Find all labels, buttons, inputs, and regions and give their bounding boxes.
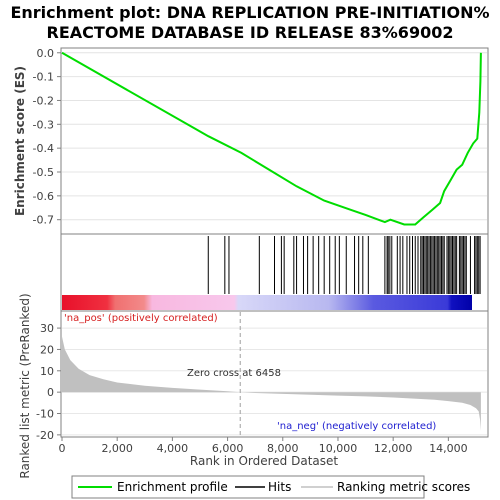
es-y-tick-label: -0.3 bbox=[33, 118, 54, 131]
ranked-metric-frame bbox=[60, 310, 489, 438]
negative-correlation-label: 'na_neg' (negatively correlated) bbox=[277, 421, 436, 432]
ranked-metric-y-tick-label: -10 bbox=[36, 408, 54, 421]
ranked-metric-y-tick-label: -20 bbox=[36, 429, 54, 442]
legend-enrichment-label: Enrichment profile bbox=[117, 480, 228, 494]
positive-correlation-label: 'na_pos' (positively correlated) bbox=[64, 313, 218, 324]
ranked-metric-panel: Zero cross at 6458 'na_pos' (positively … bbox=[18, 293, 489, 479]
x-tick-label: 10,000 bbox=[319, 442, 358, 455]
ranked-metric-y-tick-label: 20 bbox=[40, 343, 54, 356]
es-y-tick-label: -0.4 bbox=[33, 142, 54, 155]
ranked-metric-y-axis-label: Ranked list metric (PreRanked) bbox=[18, 293, 32, 478]
ranked-metric-y-ticks: 30 20 10 0 -10 -20 bbox=[36, 322, 61, 442]
x-tick-label: 2,000 bbox=[101, 442, 133, 455]
ranked-metric-y-tick-label: 30 bbox=[40, 322, 54, 335]
legend: Enrichment profile Hits Ranking metric s… bbox=[71, 475, 470, 499]
es-y-tick-label: 0.0 bbox=[37, 47, 55, 60]
ranked-metric-gridlines bbox=[62, 327, 487, 436]
es-y-tick-label: -0.2 bbox=[33, 94, 54, 107]
es-y-ticks: 0.0 -0.1 -0.2 -0.3 -0.4 -0.5 -0.6 -0.7 bbox=[33, 47, 61, 227]
legend-hits-label: Hits bbox=[268, 480, 291, 494]
x-tick-label: 4,000 bbox=[157, 442, 189, 455]
es-y-tick-label: -0.5 bbox=[33, 166, 54, 179]
x-tick-label: 14,000 bbox=[429, 442, 468, 455]
hits-panel bbox=[60, 233, 489, 312]
x-tick-label: 0 bbox=[59, 442, 66, 455]
es-y-tick-label: -0.7 bbox=[33, 214, 54, 227]
es-panel-frame bbox=[60, 47, 489, 235]
x-axis-label: Rank in Ordered Dataset bbox=[190, 454, 338, 468]
ranked-metric-y-tick-label: 0 bbox=[47, 386, 54, 399]
es-y-tick-label: -0.1 bbox=[33, 71, 54, 84]
ranking-heat-bar bbox=[62, 295, 472, 310]
plot-title-line-1: Enrichment plot: DNA REPLICATION PRE-INI… bbox=[10, 3, 489, 22]
zero-cross-label: Zero cross at 6458 bbox=[187, 368, 281, 379]
x-tick-label: 6,000 bbox=[212, 442, 244, 455]
hit-lines bbox=[207, 236, 481, 294]
es-y-axis-label: Enrichment score (ES) bbox=[13, 66, 27, 216]
x-tick-label: 12,000 bbox=[374, 442, 413, 455]
x-tick-label: 8,000 bbox=[267, 442, 299, 455]
plot-title-line-2: REACTOME DATABASE ID RELEASE 83%69002 bbox=[47, 23, 454, 42]
enrichment-profile-line bbox=[61, 51, 482, 226]
es-panel: 0.0 -0.1 -0.2 -0.3 -0.4 -0.5 -0.6 -0.7 Enrichme… bbox=[13, 47, 489, 235]
ranked-metric-y-tick-label: 10 bbox=[40, 365, 54, 378]
legend-ranking-label: Ranking metric scores bbox=[337, 480, 470, 494]
ranked-metric-x-ticks: 0 2,000 4,000 6,000 8,000 10,000 12,000 14,000 bbox=[59, 437, 468, 455]
es-y-tick-label: -0.6 bbox=[33, 190, 54, 203]
